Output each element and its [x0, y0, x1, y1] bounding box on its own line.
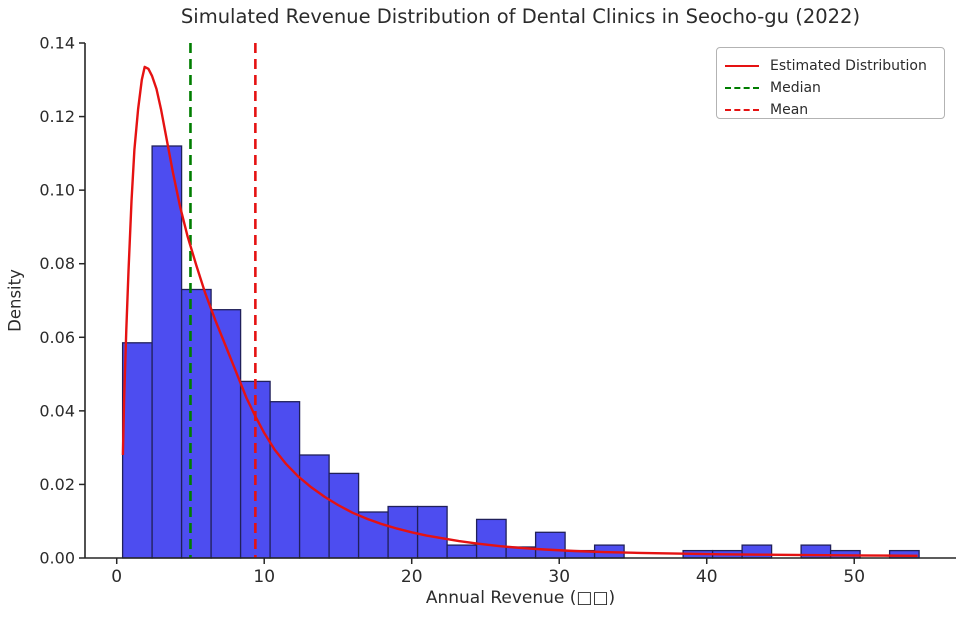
red-dashed-line-icon	[725, 109, 759, 111]
histogram-bar	[328, 472, 360, 559]
x-axis-label: Annual Revenue (□□)	[425, 588, 616, 608]
kde-curve	[121, 65, 918, 557]
histogram-bar	[180, 288, 212, 559]
x-tick-label: 40	[696, 567, 718, 587]
x-tick-label: 0	[111, 567, 122, 587]
x-tick-label: 20	[401, 567, 423, 587]
histogram-bar	[151, 145, 183, 559]
green-dashed-line-icon	[725, 87, 759, 89]
y-tick-label: 0.12	[39, 107, 75, 126]
histogram-bar	[121, 342, 153, 559]
legend-item-mean: Mean	[725, 99, 936, 121]
histogram-bar	[269, 401, 301, 559]
y-tick-label: 0.10	[39, 181, 75, 200]
histogram-bar	[446, 544, 478, 559]
histogram-bar	[534, 531, 566, 559]
legend-label: Median	[770, 80, 821, 96]
histogram-bar	[741, 544, 773, 559]
y-tick-label: 0.06	[39, 328, 75, 347]
legend: Estimated Distribution Median Mean	[716, 47, 945, 119]
histogram-bar	[416, 505, 448, 559]
y-tick-label: 0.00	[39, 549, 75, 568]
x-tick-label: 10	[253, 567, 275, 587]
legend-item-median: Median	[725, 77, 936, 99]
x-tick-label: 50	[843, 567, 865, 587]
histogram-bar	[475, 518, 507, 559]
histogram-bar	[357, 511, 389, 559]
y-tick-label: 0.14	[39, 34, 75, 53]
y-tick-label: 0.02	[39, 475, 75, 494]
legend-label: Mean	[770, 102, 809, 118]
chart-title: Simulated Revenue Distribution of Dental…	[180, 5, 861, 28]
red-solid-line-icon	[725, 65, 759, 67]
legend-label: Estimated Distribution	[770, 58, 927, 74]
y-tick-label: 0.04	[39, 401, 75, 420]
legend-item-estimated-distribution: Estimated Distribution	[725, 55, 936, 77]
y-tick-label: 0.08	[39, 254, 75, 273]
x-tick-label: 30	[548, 567, 570, 587]
histogram-bar	[298, 454, 330, 559]
